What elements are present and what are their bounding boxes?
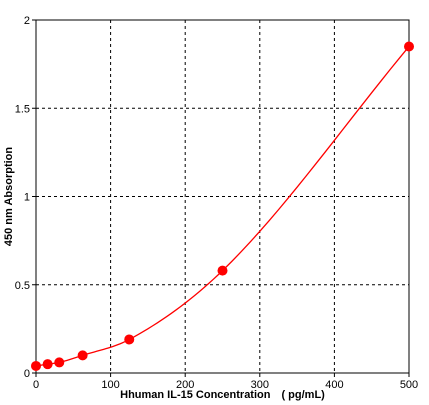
y-tick-label: 0.5 [15, 280, 30, 292]
x-tick-label: 500 [400, 379, 418, 391]
y-axis-title: 450 nm Absorption [3, 147, 15, 246]
axis-ticks [32, 19, 410, 377]
y-tick-label: 1 [24, 192, 30, 204]
data-point [31, 360, 41, 371]
data-point [124, 334, 135, 345]
y-axis-tick-labels: 0 0.5 1 1.5 2 [15, 15, 30, 380]
data-point [54, 357, 65, 368]
y-tick-label: 2 [24, 15, 30, 27]
y-tick-label: 1.5 [15, 103, 30, 115]
data-points [31, 41, 414, 371]
x-tick-label: 200 [176, 379, 194, 391]
x-tick-label: 400 [325, 379, 343, 391]
x-tick-label: 300 [251, 379, 269, 391]
x-axis-tick-labels: 0 100 200 300 400 500 [33, 379, 418, 391]
x-tick-label: 0 [33, 379, 39, 391]
y-tick-label: 0 [24, 368, 30, 380]
data-point [42, 359, 53, 370]
x-tick-label: 100 [101, 379, 119, 391]
grid-lines [36, 20, 409, 373]
data-point [77, 350, 88, 361]
x-axis-title: Hhuman IL-15 Concentration ( pg/mL) [120, 389, 325, 401]
data-point [217, 265, 228, 276]
data-point [404, 41, 414, 52]
